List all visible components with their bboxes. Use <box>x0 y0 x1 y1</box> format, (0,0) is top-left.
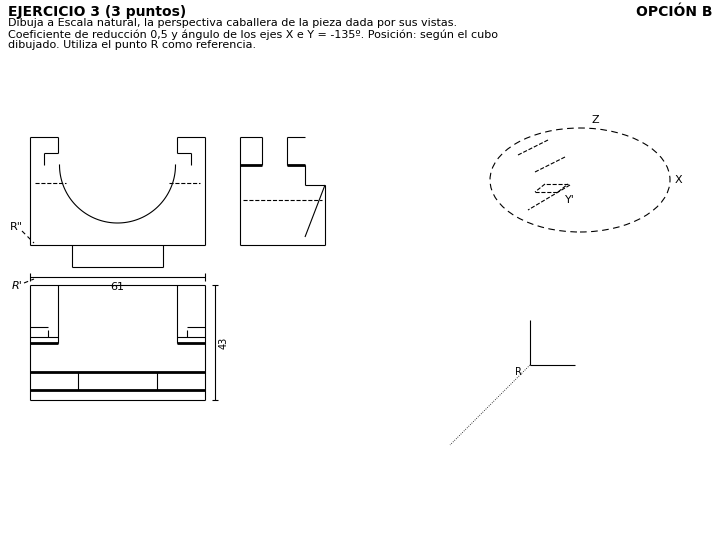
Text: R': R' <box>12 281 23 291</box>
Text: Z: Z <box>591 115 599 125</box>
Text: EJERCICIO 3 (3 puntos): EJERCICIO 3 (3 puntos) <box>8 5 186 19</box>
Text: 43: 43 <box>219 336 229 349</box>
Text: R: R <box>515 367 522 377</box>
Text: dibujado. Utiliza el punto R como referencia.: dibujado. Utiliza el punto R como refere… <box>8 40 256 50</box>
Text: 61: 61 <box>110 282 125 292</box>
Text: Y': Y' <box>565 195 575 205</box>
Text: OPCIÓN B: OPCIÓN B <box>636 5 712 19</box>
Text: X: X <box>675 175 683 185</box>
Text: Dibuja a Escala natural, la perspectiva caballera de la pieza dada por sus vista: Dibuja a Escala natural, la perspectiva … <box>8 18 457 28</box>
Text: Coeficiente de reducción 0,5 y ángulo de los ejes X e Y = -135º. Posición: según: Coeficiente de reducción 0,5 y ángulo de… <box>8 29 498 39</box>
Text: R": R" <box>10 222 23 232</box>
